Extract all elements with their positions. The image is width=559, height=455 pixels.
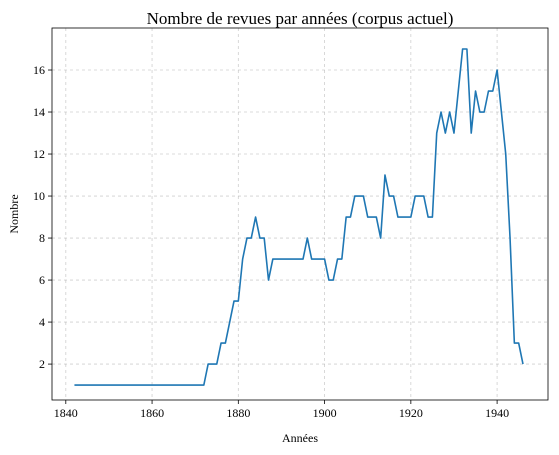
plot-frame [51,27,549,401]
x-tick-label: 1900 [313,406,337,420]
y-tick-label: 12 [33,147,45,161]
data-line [74,48,524,386]
y-axis-label: Nombre [7,194,21,233]
x-axis-label: Années [282,431,318,445]
x-tick-label: 1920 [399,406,423,420]
y-tick-label: 4 [39,315,45,329]
y-tick-label: 10 [33,189,45,203]
y-tick-label: 6 [39,273,45,287]
y-tick-label: 8 [39,231,45,245]
y-tick-label: 2 [39,357,45,371]
y-tick-label: 16 [33,63,45,77]
chart-title: Nombre de revues par années (corpus actu… [147,9,454,28]
x-tick-label: 1860 [140,406,164,420]
x-tick-label: 1840 [54,406,78,420]
y-tick-label: 14 [33,105,45,119]
x-tick-label: 1940 [485,406,509,420]
x-tick-label: 1880 [226,406,250,420]
